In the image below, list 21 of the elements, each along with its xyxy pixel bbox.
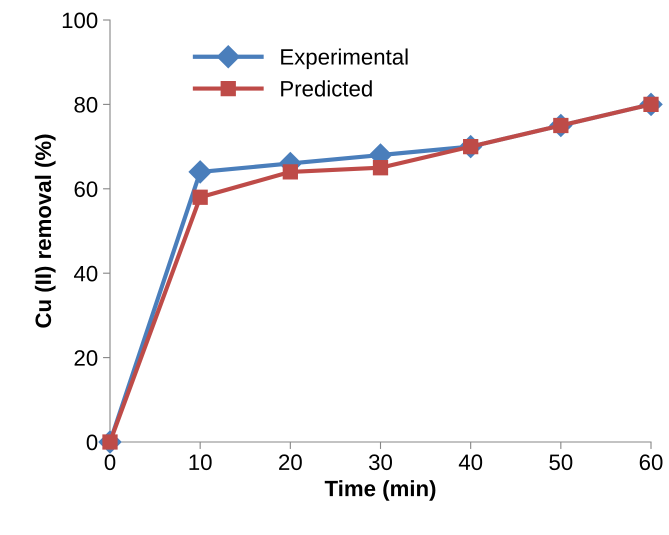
legend-label: Experimental	[281, 48, 408, 70]
x-tick-label: 10	[190, 454, 212, 470]
y-tick-label: 60	[74, 181, 98, 198]
x-tick-label: 30	[368, 454, 392, 470]
y-axis-title: Cu (II) removal (%)	[34, 134, 56, 328]
point	[282, 164, 298, 180]
y-tick-label: 100	[62, 12, 98, 28]
y-tick-label: 80	[74, 96, 98, 113]
point	[192, 190, 208, 205]
x-tick-label: 20	[279, 454, 302, 470]
legend-label: Predicted	[281, 80, 372, 97]
y-tick-label: 40	[74, 266, 98, 282]
y-tick-label: 20	[74, 350, 98, 366]
point	[372, 160, 388, 176]
x-tick-label: 40	[458, 454, 482, 470]
x-tick-label: 0	[104, 454, 116, 470]
y-tick-label: 0	[86, 434, 98, 450]
x-axis-title: Time (min)	[324, 480, 436, 501]
x-tick-label: 60	[640, 454, 662, 470]
x-tick-label: 50	[549, 454, 572, 470]
point	[188, 160, 212, 184]
